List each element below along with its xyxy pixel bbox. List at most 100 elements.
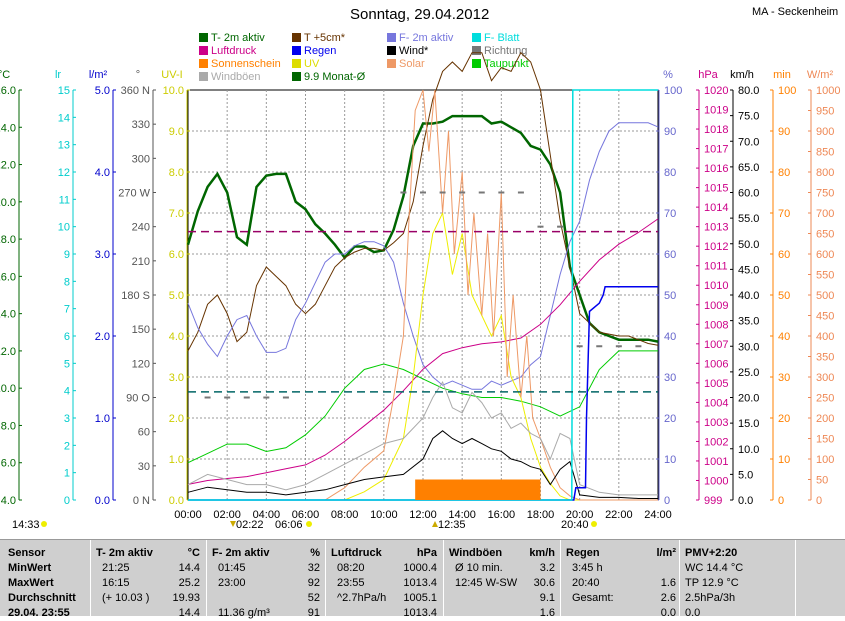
legend-swatch-icon [387,59,396,68]
legend-swatch-icon [199,72,208,81]
y-tick-label-wind: 75.0 [738,111,759,123]
legend-label: UV [304,58,320,70]
stats-header-press: Luftdruck hPa [331,540,437,561]
stats-cell-value: 1013.4 [403,607,437,619]
legend-label: Wind* [399,45,429,57]
y-tick-label-lr: 12 [58,167,70,179]
stats-cell-value: 52 [307,592,320,604]
y-tick-label-hum: 50 [664,290,676,302]
x-tick-label: 12:00 [409,509,437,521]
y-tick-label-press: 1006 [704,358,728,370]
series-t-2m-aktiv [186,114,659,343]
stats-header-pmv: PMV+2:20 [685,547,738,559]
y-tick-label-solar: 800 [816,167,834,179]
stats-header-wind: Windböen km/h [449,540,555,561]
stats-pmv-row: WC 14.4 °C [685,562,744,574]
legend-item: Sonnenschein [199,58,281,70]
y-tick-label-rain: 4.0 [95,167,110,179]
series-f-2m-aktiv [187,122,659,390]
legend-label: Regen [304,45,337,57]
stats-cell-time [449,607,455,619]
stats-header-unit: °C [187,547,200,559]
series-windb-en [187,380,658,496]
y-tick-label-rain: 1.0 [95,413,110,425]
stats-cell-time: (+ 10.03 ) [102,592,150,604]
stats-header-unit: % [310,547,320,559]
y-tick-label-wind: 60.0 [738,188,759,200]
series-luftdruck [187,218,659,485]
y-tick-label-solar: 250 [816,393,834,405]
y-tick-label-wind: 20.0 [738,393,759,405]
sunrise-arrow-icon [230,521,236,527]
legend-swatch-icon [472,33,481,42]
legend-item: T +5cm* [292,32,345,44]
y-tick-label-rain: 5.0 [95,85,110,97]
series-richtung-point [204,396,211,399]
y-tick-label-solar: 400 [816,331,834,343]
y-tick-label-wind: 35.0 [738,316,759,328]
stats-cell-time: 20:40 [572,577,600,589]
y-tick-label-solar: 950 [816,106,834,118]
series-wind- [187,430,658,499]
stats-row: 21:25 14.4 [96,561,200,576]
y-tick-label-press: 1018 [704,124,728,136]
y-tick-label-hum: 30 [664,372,676,384]
stats-cell-time [566,607,572,619]
y-tick-label-press: 1012 [704,241,728,253]
y-tick-label-min: 20 [778,413,790,425]
series-richtung-point [420,191,426,194]
x-tick-label: 22:00 [605,509,633,521]
series-richtung-point [400,191,407,194]
y-tick-label-uv: 6.0 [169,249,184,261]
stats-row: ^2.7hPa/h 1005.1 [331,591,437,606]
series-richtung-point [243,396,250,399]
y-tick-label-rain: 0.0 [95,495,110,507]
legend-item: Solar [387,58,425,70]
stats-cell-value: 1.6 [539,607,555,619]
stats-header-label: T- 2m aktiv [96,547,153,559]
sun-marker-icon [591,521,597,527]
axis-unit-press: hPa [698,69,718,81]
y-tick-label-solar: 0 [816,495,822,507]
legend-item: Windböen [199,71,261,83]
y-tick-label-lr: 7 [64,304,70,316]
y-tick-label-min: 50 [778,290,790,302]
x-tick-label: 06:00 [292,509,320,521]
stats-cell-time: 12:45 W-SW [455,577,518,589]
stats-row: Ø 10 min. 3.2 [449,561,555,576]
legend-swatch-icon [387,46,396,55]
stats-cell-value: 1.6 [660,577,676,589]
y-tick-label-temp: 12.0 [0,346,16,358]
y-tick-label-min: 80 [778,167,790,179]
stats-cell-time: ^2.7hPa/h [337,592,387,604]
y-tick-label-lr: 2 [64,440,70,452]
legend-label: Taupunkt [484,58,529,70]
y-tick-label-temp: 8.0 [1,420,16,432]
series-regen [188,286,658,501]
time-mark-sunrise: 02:22 [236,519,264,531]
x-tick-label: 16:00 [488,509,516,521]
legend-label: Solar [399,58,425,70]
series-richtung-point [478,191,485,194]
y-tick-label-lr: 4 [64,386,70,398]
y-tick-label-min: 10 [778,454,790,466]
y-tick-label-solar: 550 [816,270,834,282]
x-tick-label: 10:00 [370,509,398,521]
y-tick-label-min: 70 [778,208,790,220]
y-tick-label-hum: 0 [664,495,670,507]
stats-cell-time: 21:25 [102,562,130,574]
y-tick-label-temp: 6.0 [1,458,16,470]
y-tick-label-solar: 850 [816,147,834,159]
legend-swatch-icon [292,46,301,55]
legend-item: F- Blatt [472,32,519,44]
y-tick-label-dir: 270 W [118,188,150,200]
stats-header-hum: F- 2m aktiv% [212,540,320,561]
y-tick-label-solar: 150 [816,434,834,446]
y-tick-label-uv: 0.0 [169,495,184,507]
stats-cell-value: 0.0 [660,607,676,619]
stats-cell-time: 23:00 [218,577,246,589]
y-tick-label-press: 1007 [704,339,728,351]
legend-item: F- 2m aktiv [387,32,453,44]
y-tick-label-temp: 18.0 [0,234,16,246]
legend-label: T- 2m aktiv [211,32,265,44]
